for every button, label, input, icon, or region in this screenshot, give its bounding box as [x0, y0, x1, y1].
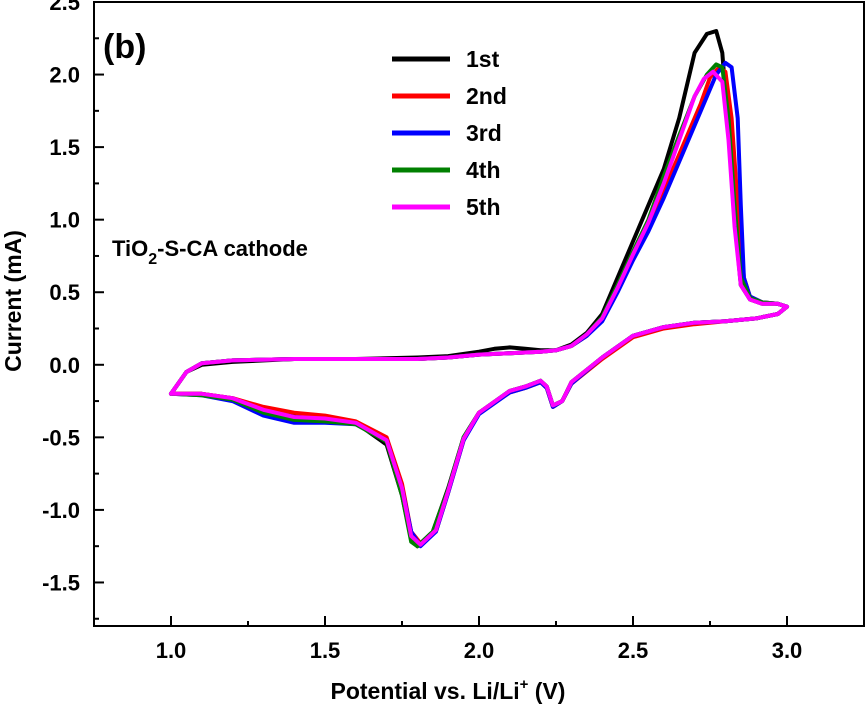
legend-label-4th: 4th: [466, 157, 501, 183]
legend-label-5th: 5th: [466, 194, 501, 220]
sample-annotation: TiO2-S-CA cathode: [112, 236, 308, 268]
annotation-rest: -S-CA cathode: [157, 236, 308, 261]
legend-label-1st: 1st: [466, 46, 500, 72]
legend-label-2nd: 2nd: [466, 83, 507, 109]
series-layer: [169, 29, 789, 549]
series-line-5th: [169, 69, 789, 547]
y-tick-label: -1.5: [42, 570, 80, 595]
y-tick-label: 1.0: [49, 208, 80, 233]
x-axis-title-main: Potential vs. Li/Li: [331, 678, 520, 704]
x-tick-label: 1.5: [310, 638, 341, 663]
x-axis-title: Potential vs. Li/Li+ (V): [331, 676, 566, 704]
y-tick-label: 0.5: [49, 280, 80, 305]
y-tick-label: 2.5: [49, 0, 80, 15]
annotation-main: TiO: [112, 236, 148, 261]
legend: 1st 2nd 3rd 4th 5th: [392, 46, 507, 220]
x-axis-title-rest: (V): [528, 678, 565, 704]
y-tick-label: -1.0: [42, 498, 80, 523]
y-tick-label: 2.0: [49, 63, 80, 88]
x-tick-label: 3.0: [772, 638, 803, 663]
x-tick-label: 2.0: [464, 638, 495, 663]
y-tick-label: 1.5: [49, 135, 80, 160]
annotation-subscript: 2: [148, 251, 157, 268]
x-tick-label: 1.0: [156, 638, 187, 663]
x-axis-title-sup: +: [520, 676, 529, 693]
y-axis-title: Current (mA): [0, 230, 26, 372]
y-tick-label: -0.5: [42, 425, 80, 450]
panel-label: (b): [103, 28, 146, 66]
y-tick-label: 0.0: [49, 353, 80, 378]
tick-layer: 1.0 1.5 2.0 2.5 3.0 2.5 2.0 1.5 1.0 0.5 0.0 -0.5 -1.…: [42, 0, 802, 663]
x-tick-label: 2.5: [618, 638, 649, 663]
legend-label-3rd: 3rd: [466, 120, 502, 146]
